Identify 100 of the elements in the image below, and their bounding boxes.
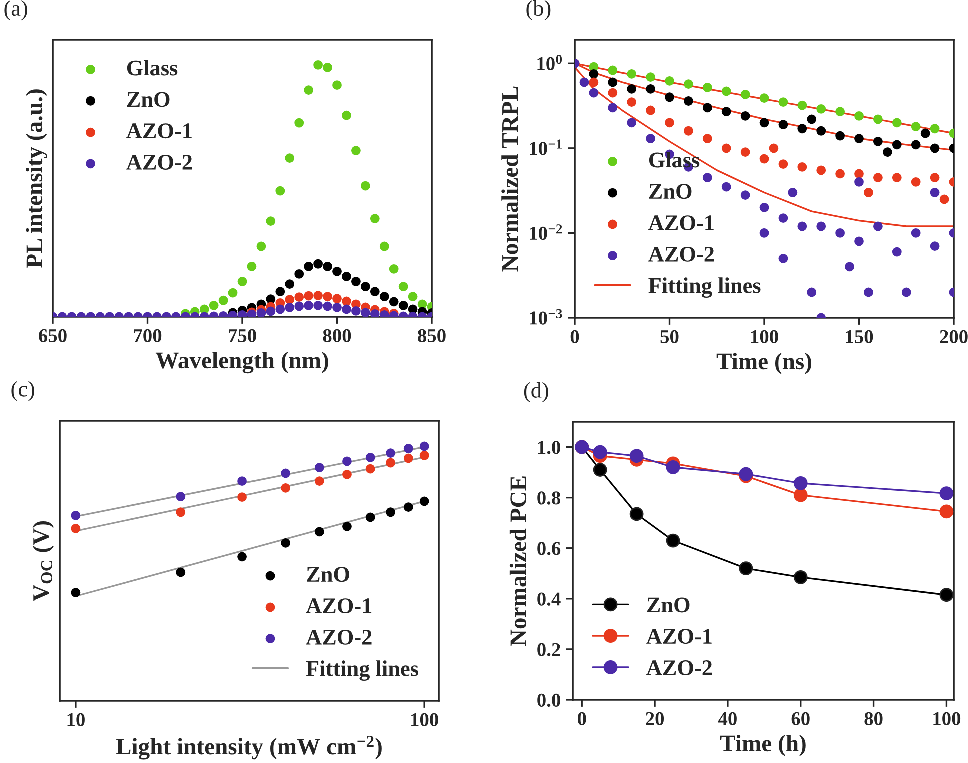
x-tick-label: 10: [68, 713, 85, 726]
point: [722, 107, 732, 117]
point: [627, 98, 637, 107]
point: [342, 272, 352, 282]
point: [238, 277, 248, 286]
point: [630, 449, 644, 464]
point: [314, 291, 323, 301]
legend-label: AZO-1: [648, 216, 714, 231]
x-tick-label: 850: [418, 329, 446, 342]
point: [798, 162, 808, 172]
point: [589, 88, 599, 98]
point: [323, 292, 332, 302]
legend-label: ZnO: [127, 92, 170, 108]
point: [370, 310, 380, 317]
point: [665, 76, 674, 86]
y-tick-label: 0.6: [538, 542, 561, 556]
legend-label: AZO-1: [646, 629, 712, 644]
point: [788, 188, 798, 198]
point: [342, 110, 352, 120]
point: [778, 98, 788, 107]
point: [740, 90, 750, 100]
point: [739, 562, 754, 576]
point: [294, 269, 304, 279]
point: [911, 177, 921, 187]
point: [816, 222, 826, 232]
legend-label: ZnO: [307, 567, 350, 582]
point: [920, 128, 930, 138]
point: [285, 295, 295, 305]
point: [398, 300, 408, 310]
point: [740, 111, 750, 121]
point: [294, 118, 304, 128]
point: [218, 296, 228, 306]
point: [722, 144, 732, 154]
point: [684, 126, 694, 136]
point: [874, 114, 883, 124]
point: [940, 588, 954, 602]
point: [854, 169, 864, 179]
y-tick-label: 0.4: [538, 592, 561, 606]
y-tick-label: 10$^{−2}$: [530, 224, 562, 240]
point: [294, 292, 304, 302]
point: [778, 160, 788, 169]
point: [266, 306, 276, 316]
chart-title: (a): [4, 0, 28, 21]
point: [266, 216, 276, 226]
point: [794, 488, 808, 502]
legend-label: AZO-2: [648, 246, 714, 262]
point: [398, 282, 408, 292]
point: [342, 296, 352, 306]
point: [627, 84, 637, 94]
point: [276, 304, 286, 314]
point: [323, 63, 332, 72]
x-tick-label: 100: [934, 712, 961, 726]
point: [845, 262, 854, 272]
point: [702, 134, 712, 144]
point: [722, 86, 732, 96]
point: [370, 287, 380, 297]
x-tick-label: 750: [229, 329, 256, 342]
point: [665, 118, 674, 128]
x-tick-label: 800: [323, 329, 352, 342]
point: [798, 222, 808, 232]
point: [864, 288, 874, 298]
point: [874, 137, 883, 146]
point: [760, 118, 770, 128]
point: [332, 266, 342, 276]
x-axis-title: Time (ns): [716, 352, 812, 374]
legend-label: AZO-1: [306, 598, 372, 614]
point: [836, 228, 845, 238]
point: [314, 300, 323, 310]
point: [256, 308, 266, 317]
point: [794, 570, 808, 584]
point: [332, 294, 342, 304]
legend-label: ZnO: [647, 598, 690, 613]
point: [608, 78, 618, 88]
point: [864, 188, 874, 198]
point: [798, 124, 808, 134]
y-tick-label: 0.0: [538, 694, 560, 708]
point: [778, 120, 788, 130]
point: [646, 106, 656, 116]
point: [256, 242, 266, 252]
x-tick-label: 650: [39, 329, 67, 342]
point: [228, 288, 238, 298]
point: [408, 292, 418, 302]
point: [760, 228, 770, 238]
point: [760, 154, 770, 164]
point: [902, 288, 912, 298]
point: [285, 302, 295, 312]
point: [370, 214, 380, 224]
x-tick-label: 700: [134, 329, 162, 342]
point: [911, 122, 921, 132]
point: [360, 308, 370, 317]
chart-title: (b): [526, 0, 551, 21]
point: [798, 100, 808, 110]
point: [665, 92, 674, 102]
chart-title: (c): [12, 381, 34, 402]
x-tick-label: 50: [660, 330, 679, 344]
legend-label: Fitting lines: [648, 278, 761, 298]
y-tick-label: 1.0: [538, 441, 560, 454]
y-axis-title: V$_{OC}$ (V): [32, 522, 54, 602]
point: [769, 144, 779, 154]
point: [352, 306, 361, 316]
